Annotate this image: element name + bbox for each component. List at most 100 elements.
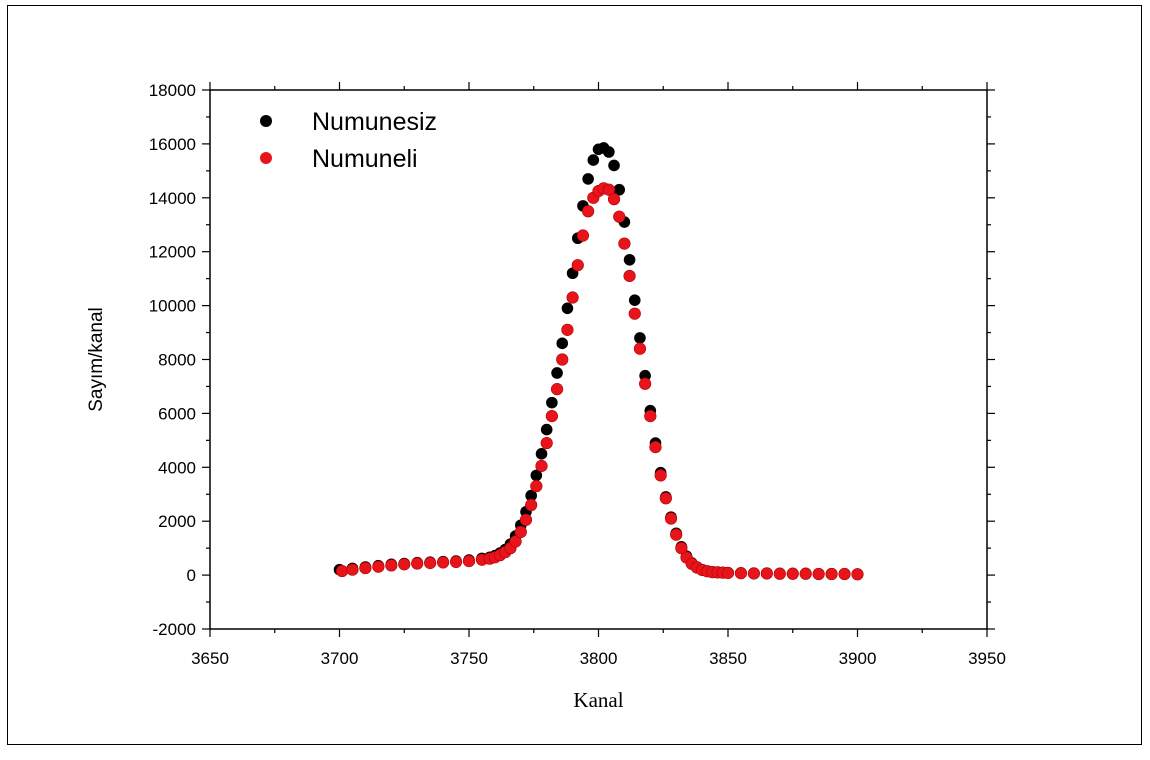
data-point-numuneli (825, 567, 838, 581)
data-point-numuneli (639, 377, 652, 390)
legend: Numunesiz Numuneli (260, 108, 437, 173)
data-point-numunesiz (561, 302, 574, 315)
chart-frame: 3650 3700 3750 3800 3850 3900 3950 -2000 0 2000 4… (7, 5, 1142, 745)
data-point-numunesiz (556, 337, 569, 350)
data-point-numuneli (525, 498, 538, 512)
data-point-numuneli (799, 567, 812, 580)
data-point-numuneli (566, 291, 579, 304)
data-point-numuneli (633, 342, 647, 355)
data-point-numuneli (556, 353, 569, 366)
series-numuneli (335, 182, 864, 581)
y-tick-label: 14000 (149, 189, 196, 208)
data-point-numuneli (411, 557, 424, 570)
series-numunesiz (333, 142, 864, 580)
x-tick-label: 3750 (450, 649, 488, 668)
data-point-numuneli (812, 567, 825, 581)
data-point-numunesiz (613, 183, 626, 196)
data-point-numunesiz (546, 396, 558, 409)
data-point-numuneli (449, 555, 463, 568)
data-point-numuneli (550, 383, 564, 396)
data-point-numuneli (675, 542, 688, 555)
data-point-numuneli (607, 193, 621, 206)
data-point-numunesiz (587, 154, 600, 166)
data-point-numunesiz (530, 469, 543, 482)
data-point-numunesiz (608, 159, 620, 172)
data-point-numuneli (760, 567, 773, 580)
data-point-numuneli (734, 567, 748, 580)
data-point-numuneli (509, 535, 522, 548)
data-point-numuneli (602, 183, 615, 196)
x-tick-label: 3850 (709, 649, 747, 668)
data-point-numunesiz (623, 253, 636, 266)
data-point-numuneli (424, 556, 437, 570)
data-point-numuneli (786, 567, 799, 580)
data-point-numuneli (571, 259, 584, 272)
scatter-chart: 3650 3700 3750 3800 3850 3900 3950 -2000 0 2000 4… (86, 81, 1006, 712)
data-point-numunesiz (628, 294, 641, 307)
x-tick-label: 3900 (839, 649, 877, 668)
data-point-numuneli (576, 229, 590, 242)
data-point-numunesiz (540, 423, 553, 436)
data-point-numuneli (659, 492, 672, 505)
data-point-numuneli (613, 210, 626, 223)
data-point-numuneli (398, 558, 411, 571)
data-point-numuneli (519, 513, 533, 526)
legend-label-numuneli: Numuneli (312, 145, 418, 173)
x-tick-label: 3700 (321, 649, 359, 668)
y-tick-label: 0 (187, 566, 196, 585)
data-point-numunesiz (603, 146, 615, 158)
y-tick-label: 8000 (158, 351, 196, 370)
data-point-numuneli (514, 525, 527, 539)
data-point-numuneli (582, 205, 595, 218)
data-point-numuneli (773, 567, 786, 580)
y-axis-title: Sayım/kanal (86, 307, 107, 412)
data-point-numuneli (372, 560, 385, 573)
data-point-numuneli (654, 469, 667, 482)
data-point-numunesiz (551, 367, 563, 379)
data-point-numuneli (535, 459, 548, 473)
data-point-numuneli (838, 567, 851, 581)
data-point-numuneli (618, 237, 631, 250)
data-point-numuneli (335, 564, 349, 578)
y-tick-label: 2000 (158, 512, 196, 531)
y-tick-label: 16000 (149, 135, 196, 154)
data-point-numuneli (649, 440, 662, 454)
data-point-numunesiz (634, 332, 646, 344)
data-point-numunesiz (525, 489, 537, 502)
x-tick-labels: 3650 3700 3750 3800 3850 3900 3950 (191, 649, 1006, 668)
data-point-numuneli (670, 528, 683, 541)
y-tick-label: 4000 (158, 458, 196, 477)
data-point-numuneli (747, 567, 761, 580)
data-point-numuneli (623, 269, 636, 283)
data-point-numuneli (561, 323, 574, 336)
x-tick-label: 3650 (191, 649, 229, 668)
data-point-numuneli (437, 556, 450, 569)
data-point-numuneli (385, 559, 398, 572)
data-point-numuneli (530, 480, 543, 493)
data-point-numuneli (346, 563, 359, 576)
data-point-numunesiz (582, 173, 594, 185)
x-tick-label: 3800 (580, 649, 618, 668)
y-tick-labels: -2000 0 2000 4000 6000 8000 10000 12000 14000 160… (149, 81, 196, 639)
data-point-numuneli (644, 409, 657, 423)
data-point-numuneli (628, 307, 641, 320)
data-point-numuneli (540, 436, 553, 450)
data-point-numuneli (359, 561, 372, 575)
data-point-numunesiz (535, 448, 548, 460)
y-tick-label: 6000 (158, 404, 196, 423)
legend-marker-numunesiz (260, 115, 272, 127)
legend-marker-numuneli (260, 152, 272, 164)
legend-label-numunesiz: Numunesiz (312, 108, 437, 136)
data-point-numuneli (721, 566, 735, 580)
data-point-numuneli (664, 512, 678, 525)
y-tick-label: 18000 (149, 81, 196, 100)
x-tick-label: 3950 (968, 649, 1006, 668)
y-tick-label: 12000 (149, 243, 196, 262)
series-layer (333, 142, 864, 581)
data-point-numuneli (462, 554, 476, 568)
data-point-numuneli (851, 568, 864, 581)
y-tick-label: -2000 (153, 620, 196, 639)
axis-ticks (202, 82, 995, 637)
y-tick-label: 10000 (149, 297, 196, 316)
data-point-numuneli (545, 409, 558, 423)
